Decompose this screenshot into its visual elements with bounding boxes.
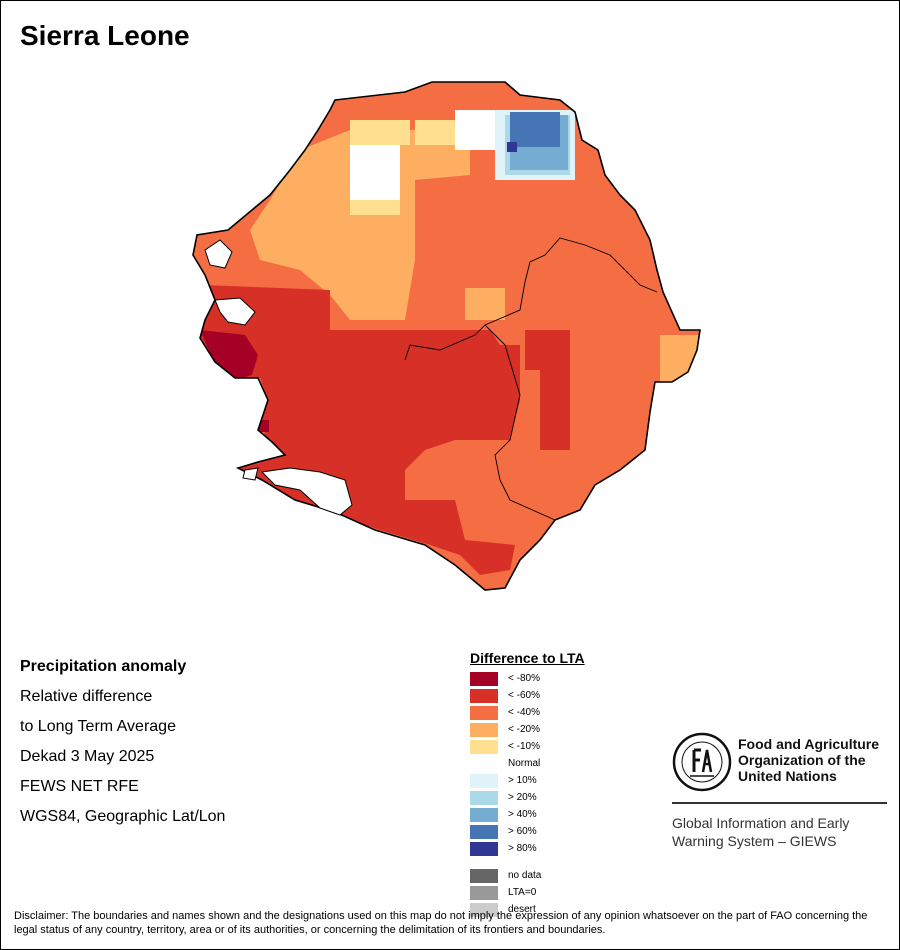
fao-name-line-3: United Nations (738, 768, 837, 784)
legend-swatch (470, 791, 498, 805)
info-line-2: to Long Term Average (20, 718, 176, 735)
map-info: Precipitation anomaly Relative differenc… (20, 655, 225, 835)
anomaly-lt20-center (465, 288, 505, 320)
legend-label: > 20% (508, 792, 537, 803)
fao-logo-icon (672, 732, 732, 792)
legend-label: > 10% (508, 775, 537, 786)
info-line-3: Dekad 3 May 2025 (20, 748, 155, 765)
legend-label: desert (508, 904, 536, 915)
giews-line-1: Global Information and Early (672, 815, 850, 831)
info-heading: Precipitation anomaly (20, 658, 187, 675)
legend-label: < -10% (508, 741, 540, 752)
legend-swatch (470, 672, 498, 686)
province-boundary-south (484, 324, 556, 521)
fao-block: Food and Agriculture Organization of the… (672, 732, 887, 849)
giews-name: Global Information and Early Warning Sys… (672, 814, 849, 850)
fao-name-line-2: Organization of the (738, 752, 866, 768)
legend-swatch (470, 757, 498, 771)
info-line-4: FEWS NET RFE (20, 778, 139, 795)
sierra-leone-estuary (214, 297, 256, 326)
turtle-islands (242, 467, 259, 481)
anomaly-map (192, 81, 701, 591)
anomaly-normal-a (350, 145, 400, 200)
giews-line-2: Warning System – GIEWS (672, 833, 837, 849)
legend-swatch (470, 774, 498, 788)
fao-divider (672, 802, 887, 804)
sherbro-island (260, 467, 353, 516)
legend-swatch (470, 740, 498, 754)
legend-label: < -40% (508, 707, 540, 718)
legend-swatch (470, 825, 498, 839)
legend: Difference to LTA < -80% < -60% < -40% < -2… (470, 650, 585, 917)
legend-swatch (470, 706, 498, 720)
anomaly-lt60-east2 (540, 370, 570, 450)
legend-swatch (470, 886, 498, 900)
anomaly-gt80 (507, 142, 517, 152)
legend-swatch (470, 842, 498, 856)
legend-label: < -80% (508, 673, 540, 684)
legend-swatch (470, 903, 498, 917)
legend-swatch (470, 689, 498, 703)
legend-label: Normal (508, 758, 541, 769)
province-boundary-north (404, 237, 658, 361)
legend-label: > 80% (508, 843, 537, 854)
legend-label: > 60% (508, 826, 537, 837)
anomaly-lt80-west (200, 330, 258, 380)
anomaly-lt10-c (350, 200, 400, 215)
legend-label: < -20% (508, 724, 540, 735)
info-line-1: Relative difference (20, 688, 153, 705)
fao-name: Food and Agriculture Organization of the… (738, 736, 879, 784)
legend-label: LTA=0 (508, 887, 537, 898)
scarcies-estuary (204, 239, 233, 269)
anomaly-lt60-east (525, 330, 570, 370)
anomaly-lt20-north (250, 125, 470, 320)
fao-name-line-1: Food and Agriculture (738, 736, 880, 752)
legend-label: < -60% (508, 690, 540, 701)
disclaimer: Disclaimer: The boundaries and names sho… (14, 910, 868, 936)
legend-swatch (470, 723, 498, 737)
anomaly-lt60-south (200, 285, 520, 575)
legend-label: > 40% (508, 809, 537, 820)
legend-swatch (470, 808, 498, 822)
map-title: Sierra Leone (20, 20, 190, 51)
legend-title: Difference to LTA (470, 650, 585, 666)
anomaly-lt10-a (350, 120, 410, 145)
info-line-5: WGS84, Geographic Lat/Lon (20, 808, 226, 825)
legend-label: no data (508, 870, 542, 881)
anomaly-gt60 (510, 112, 560, 147)
legend-swatch (470, 869, 498, 883)
